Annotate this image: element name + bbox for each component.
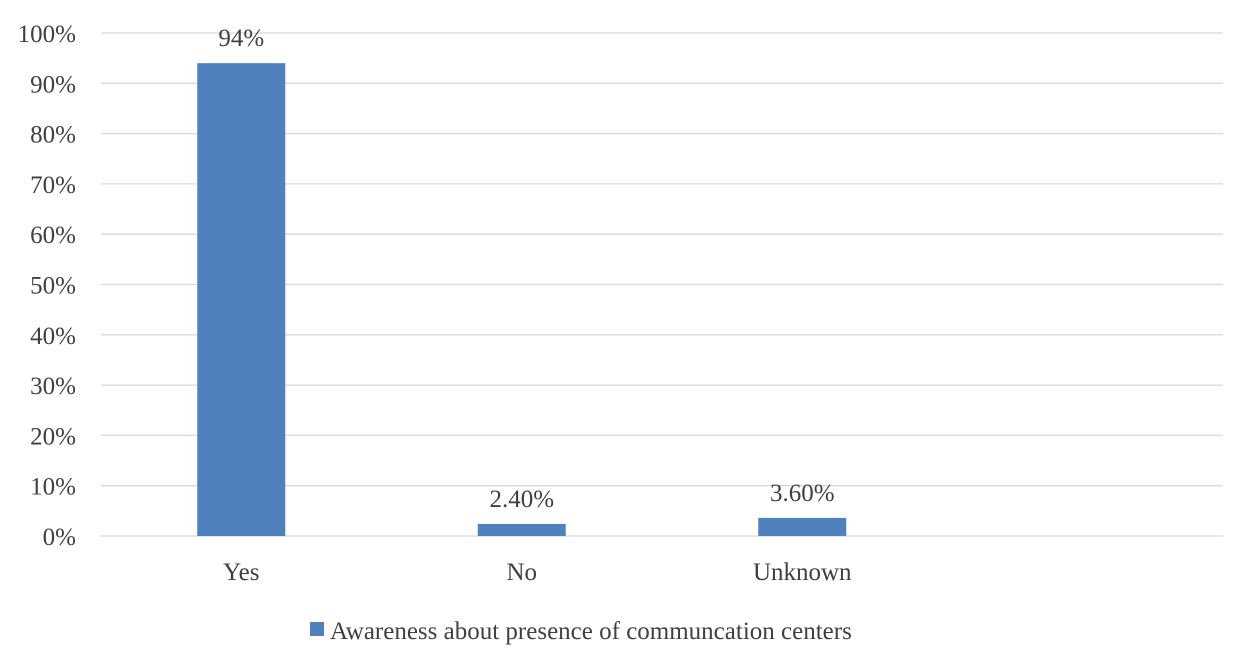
data-label: 94% — [218, 25, 264, 52]
x-category-label: No — [506, 559, 537, 586]
y-tick-label: 90% — [30, 71, 76, 98]
data-label: 2.40% — [489, 486, 554, 513]
x-category-label: Yes — [223, 559, 259, 586]
y-tick-label: 60% — [30, 222, 76, 249]
data-label: 3.60% — [770, 480, 835, 507]
y-tick-label: 10% — [30, 474, 76, 501]
gridlines — [101, 32, 1223, 537]
bar-yes — [197, 63, 286, 537]
x-category-label: Unknown — [753, 559, 852, 586]
y-tick-label: 40% — [30, 323, 76, 350]
y-tick-label: 30% — [30, 373, 76, 400]
y-tick-label: 0% — [43, 524, 76, 551]
y-tick-label: 70% — [30, 172, 76, 199]
legend-label: Awareness about presence of communcation… — [330, 618, 852, 645]
x-axis-category-labels: Yes No Unknown — [223, 559, 852, 586]
legend-swatch — [310, 622, 324, 636]
legend: Awareness about presence of communcation… — [310, 618, 852, 645]
bar-no — [477, 523, 566, 536]
y-tick-label: 50% — [30, 273, 76, 300]
y-axis-tick-labels: 0% 10% 20% 30% 40% 50% 60% 70% 80% 90% 100% — [18, 21, 76, 551]
y-tick-label: 80% — [30, 122, 76, 149]
y-tick-label: 100% — [18, 21, 76, 48]
bar-unknown — [758, 517, 847, 536]
data-labels: 94% 2.40% 3.60% — [218, 25, 834, 513]
y-tick-label: 20% — [30, 423, 76, 450]
bars — [197, 63, 847, 537]
